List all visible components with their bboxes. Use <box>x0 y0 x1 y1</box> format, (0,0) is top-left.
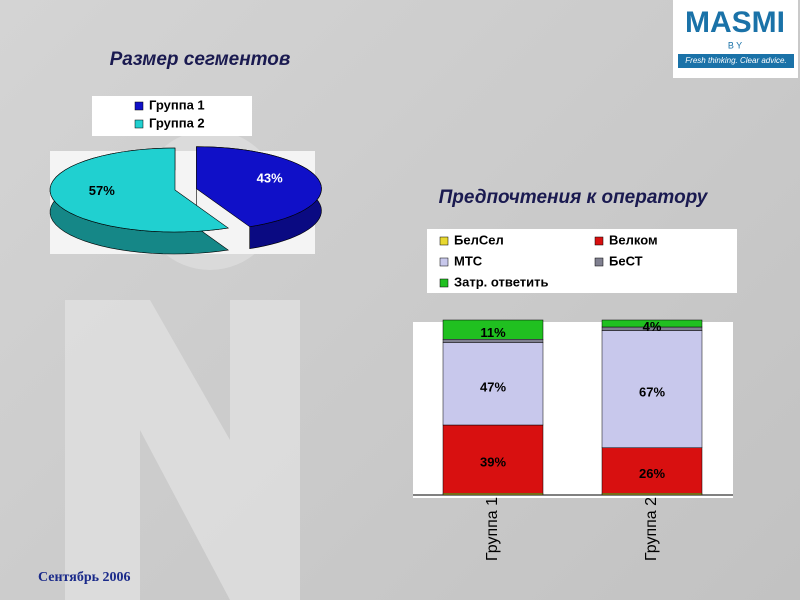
bar-legend <box>427 229 737 293</box>
x-tick-label: Группа 2 <box>643 496 660 562</box>
legend-swatch <box>134 101 144 111</box>
footer-date: Сентябрь 2006 <box>38 570 131 585</box>
legend-label: МТС <box>454 253 483 268</box>
logo-country: B Y <box>728 40 742 50</box>
legend-swatch <box>439 257 449 267</box>
legend-swatch <box>439 278 449 288</box>
bar-value-label: 67% <box>639 385 665 400</box>
logo-name: MASMI <box>685 6 785 39</box>
x-tick-label: Группа 1 <box>484 496 501 562</box>
bar-value-label: 39% <box>480 455 506 470</box>
legend-label: Велком <box>609 232 658 247</box>
pie-slice <box>196 146 322 228</box>
legend-swatch <box>439 236 449 246</box>
pie-title: Размер сегментов <box>110 49 291 70</box>
bar-value-label: 26% <box>639 466 665 481</box>
legend-swatch <box>594 236 604 246</box>
logo-tagline: Fresh thinking. Clear advice. <box>685 56 786 65</box>
pie-legend <box>92 96 252 136</box>
pie-value-label: 43% <box>257 171 283 186</box>
legend-label: Группа 1 <box>149 97 205 112</box>
legend-label: Затр. ответить <box>454 274 549 289</box>
bar-value-label: 4% <box>643 319 662 334</box>
bar-segment <box>601 330 703 448</box>
bar-segment <box>442 342 544 426</box>
legend-label: БеСТ <box>609 253 643 268</box>
bar-segment <box>442 319 544 340</box>
pie-slice <box>49 147 230 233</box>
legend-label: БелСел <box>454 232 504 247</box>
bar-segment <box>601 319 703 328</box>
bar-segment <box>601 447 703 494</box>
logo-bar <box>678 54 794 68</box>
pie-value-label: 57% <box>89 183 115 198</box>
legend-label: Группа 2 <box>149 115 205 130</box>
bar-title: Предпочтения к оператору <box>439 187 709 208</box>
bar-segment <box>442 424 544 494</box>
watermark-shape <box>65 300 300 600</box>
bar-value-label: 47% <box>480 379 506 394</box>
legend-swatch <box>134 119 144 129</box>
legend-swatch <box>594 257 604 267</box>
bar-value-label: 11% <box>480 325 506 340</box>
